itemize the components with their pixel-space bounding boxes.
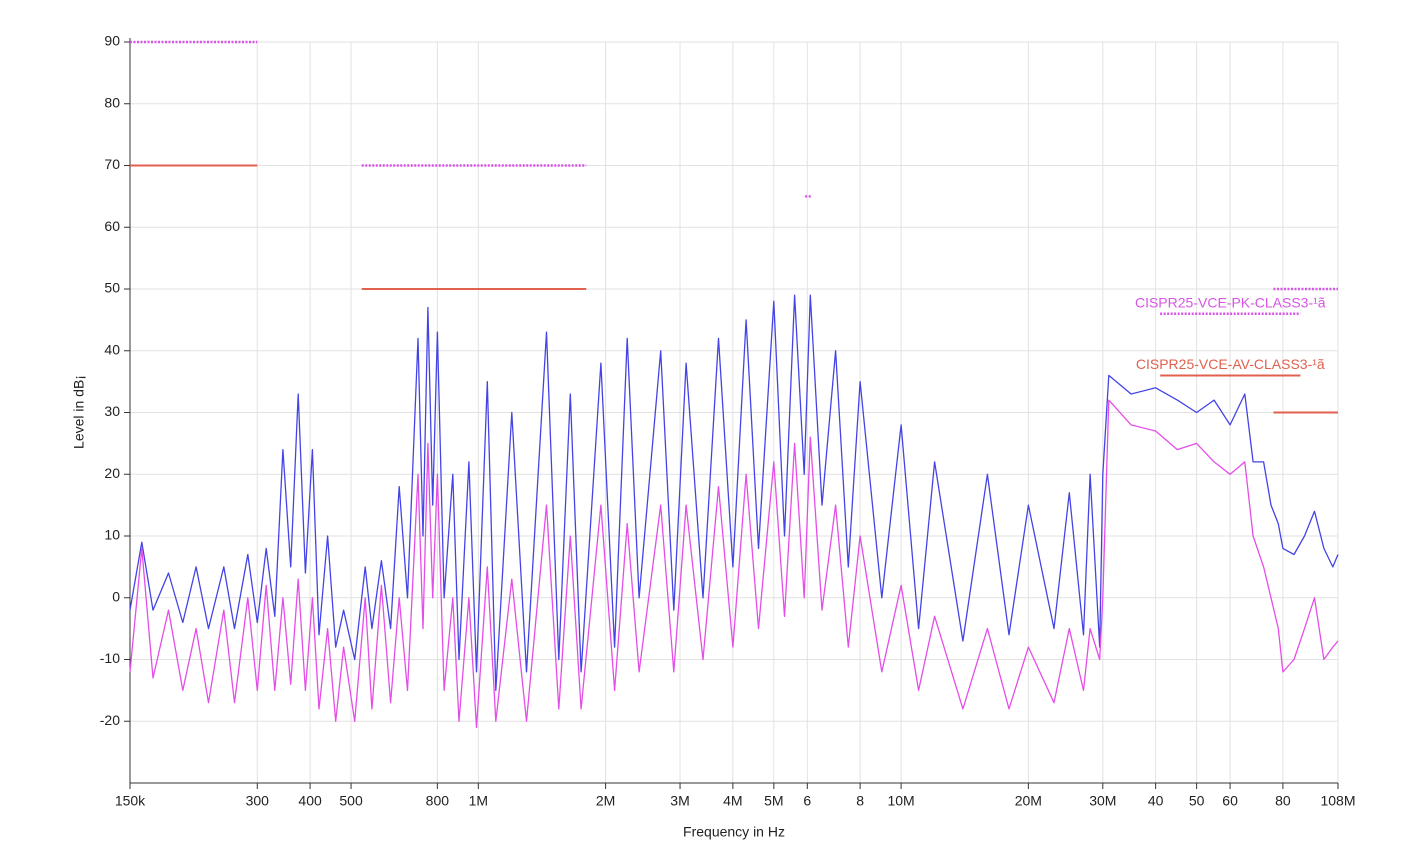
x-tick-label: 400 xyxy=(298,793,322,809)
x-tick-label: 1M xyxy=(469,793,488,809)
y-tick-label: -20 xyxy=(100,712,120,728)
series-line xyxy=(129,294,1339,692)
y-tick-label: 90 xyxy=(104,33,120,49)
y-axis-title: Level in dB¡ xyxy=(71,375,87,449)
y-tick-label: 20 xyxy=(104,465,120,481)
x-tick-label: 30M xyxy=(1089,793,1116,809)
x-tick-label: 20M xyxy=(1015,793,1042,809)
x-tick-label: 8 xyxy=(856,793,864,809)
y-tick-label: 50 xyxy=(104,280,120,296)
x-tick-label: 108M xyxy=(1320,793,1355,809)
series-line xyxy=(129,399,1339,729)
x-tick-label: 3M xyxy=(670,793,689,809)
x-tick-label: 10M xyxy=(887,793,914,809)
x-tick-label: 300 xyxy=(246,793,270,809)
y-tick-label: 0 xyxy=(112,588,120,604)
y-tick-label: 10 xyxy=(104,527,120,543)
x-tick-label: 5M xyxy=(764,793,783,809)
x-tick-label: 500 xyxy=(339,793,363,809)
x-axis-title: Frequency in Hz xyxy=(683,824,785,840)
limit-label: CISPR25-VCE-AV-CLASS3-¹ã xyxy=(1136,356,1325,372)
x-tick-label: 80 xyxy=(1275,793,1291,809)
y-tick-label: 70 xyxy=(104,156,120,172)
limit-label: CISPR25-VCE-PK-CLASS3-¹ã xyxy=(1135,294,1326,310)
x-tick-label: 40 xyxy=(1148,793,1164,809)
x-tick-label: 50 xyxy=(1189,793,1205,809)
x-tick-label: 150k xyxy=(115,793,146,809)
y-tick-label: 40 xyxy=(104,341,120,357)
y-tick-label: 80 xyxy=(104,94,120,110)
y-tick-label: 60 xyxy=(104,218,120,234)
y-tick-label: -10 xyxy=(100,650,120,666)
x-tick-label: 6 xyxy=(803,793,811,809)
x-tick-label: 4M xyxy=(723,793,742,809)
x-tick-label: 2M xyxy=(596,793,615,809)
x-tick-label: 60 xyxy=(1222,793,1238,809)
x-tick-label: 800 xyxy=(426,793,450,809)
y-tick-label: 30 xyxy=(104,403,120,419)
